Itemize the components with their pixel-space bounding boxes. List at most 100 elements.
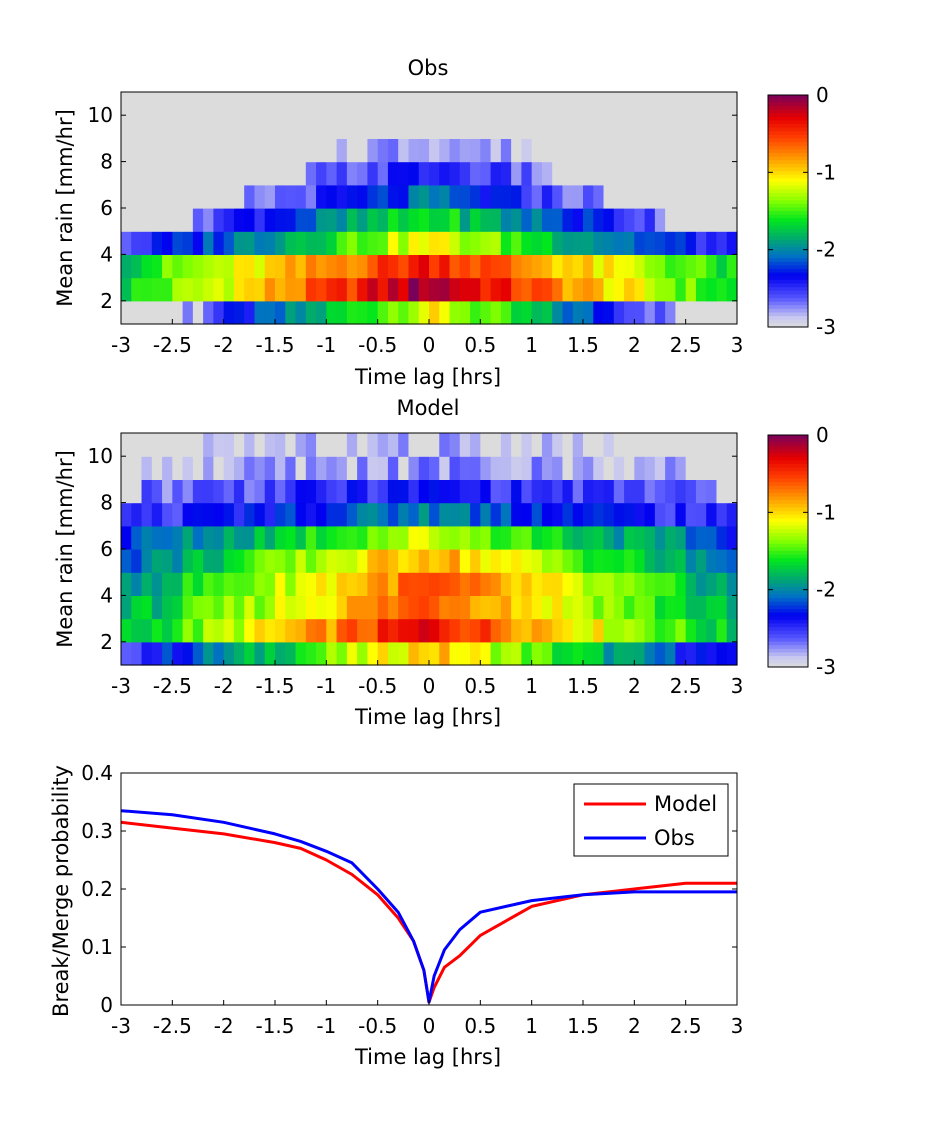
heatmap-cell bbox=[387, 184, 399, 209]
heatmap-cell bbox=[398, 502, 410, 527]
heatmap-cell bbox=[346, 277, 358, 302]
heatmap-cell bbox=[162, 254, 173, 279]
heatmap-cell bbox=[490, 641, 502, 666]
heatmap-cell bbox=[398, 479, 410, 504]
colorbar-segment bbox=[768, 474, 808, 480]
heatmap-cell bbox=[254, 300, 266, 325]
heatmap-cell bbox=[264, 208, 276, 232]
colorbar-segment bbox=[768, 189, 808, 194]
heatmap-cell bbox=[439, 161, 451, 186]
heatmap-cell bbox=[367, 641, 379, 666]
heatmap-cell bbox=[254, 618, 266, 643]
heatmap-cell bbox=[562, 595, 574, 620]
heatmap-cell bbox=[583, 549, 594, 573]
heatmap-cell bbox=[490, 138, 502, 163]
heatmap-cell bbox=[665, 277, 676, 302]
heatmap-cell bbox=[470, 138, 481, 163]
colorbar-segment bbox=[768, 627, 808, 632]
heatmap-cell bbox=[244, 138, 256, 163]
heatmap-cell bbox=[490, 184, 502, 209]
heatmap-cell bbox=[295, 479, 307, 504]
heatmap-cell bbox=[521, 479, 533, 504]
heatmap-cell bbox=[511, 502, 522, 527]
heatmap-cell bbox=[182, 502, 194, 527]
heatmap-cell bbox=[449, 138, 461, 163]
heatmap-cell bbox=[624, 277, 635, 302]
heatmap-cell bbox=[541, 479, 553, 504]
heatmap-cell bbox=[593, 433, 605, 457]
obs-y-axis-label: Mean rain [mm/hr] bbox=[53, 109, 77, 307]
heatmap-cell bbox=[665, 433, 676, 457]
heatmap-cell bbox=[613, 92, 625, 116]
heatmap-cell bbox=[429, 161, 440, 186]
heatmap-cell bbox=[613, 161, 625, 186]
heatmap-cell bbox=[654, 115, 666, 139]
heatmap-cell bbox=[275, 479, 286, 504]
heatmap-cell bbox=[172, 254, 184, 279]
colorbar-segment bbox=[768, 659, 808, 664]
colorbar-segment bbox=[768, 294, 808, 299]
heatmap-cell bbox=[233, 456, 245, 480]
colorbar-segment bbox=[768, 134, 808, 140]
heatmap-cell bbox=[541, 641, 553, 666]
heatmap-cell bbox=[613, 433, 625, 457]
heatmap-cell bbox=[439, 479, 451, 504]
heatmap-cell bbox=[326, 138, 338, 163]
heatmap-cell bbox=[511, 641, 522, 666]
heatmap-cell bbox=[480, 231, 492, 255]
heatmap-cell bbox=[552, 92, 564, 116]
heatmap-cell bbox=[223, 254, 235, 279]
heatmap-cell bbox=[624, 502, 635, 527]
heatmap-cell bbox=[511, 254, 522, 279]
heatmap-cell bbox=[182, 92, 194, 116]
heatmap-cell bbox=[223, 572, 235, 596]
heatmap-cell bbox=[357, 572, 368, 596]
heatmap-cell bbox=[470, 595, 481, 620]
heatmap-cell bbox=[593, 595, 605, 620]
x-tick-label: -1.5 bbox=[255, 1014, 294, 1038]
heatmap-cell bbox=[695, 572, 707, 596]
heatmap-cell bbox=[367, 208, 379, 232]
heatmap-cell bbox=[182, 115, 194, 139]
heatmap-cell bbox=[131, 641, 143, 666]
heatmap-cell bbox=[316, 456, 327, 480]
heatmap-cell bbox=[593, 115, 605, 139]
heatmap-cell bbox=[624, 595, 635, 620]
heatmap-cell bbox=[613, 184, 625, 209]
heatmap-cell bbox=[685, 433, 697, 457]
heatmap-cell bbox=[316, 208, 327, 232]
heatmap-cell bbox=[408, 300, 420, 325]
heatmap-cell bbox=[675, 525, 687, 550]
heatmap-cell bbox=[398, 161, 410, 186]
x-tick-label: 0 bbox=[423, 333, 436, 357]
heatmap-cell bbox=[583, 572, 594, 596]
x-tick-label: 1.5 bbox=[567, 1014, 599, 1038]
heatmap-cell bbox=[418, 572, 430, 596]
colorbar-segment bbox=[768, 645, 808, 650]
heatmap-cell bbox=[275, 184, 286, 209]
heatmap-cell bbox=[552, 115, 564, 139]
heatmap-cell bbox=[233, 641, 245, 666]
heatmap-cell bbox=[603, 572, 615, 596]
heatmap-cell bbox=[583, 184, 594, 209]
heatmap-cell bbox=[264, 479, 276, 504]
heatmap-cell bbox=[131, 300, 143, 325]
heatmap-cell bbox=[706, 433, 718, 457]
heatmap-cell bbox=[521, 92, 533, 116]
heatmap-cell bbox=[295, 456, 307, 480]
heatmap-cell bbox=[613, 254, 625, 279]
y-tick-label: 6 bbox=[100, 196, 113, 220]
heatmap-cell bbox=[603, 525, 615, 550]
heatmap-cell bbox=[295, 184, 307, 209]
heatmap-cell bbox=[603, 92, 615, 116]
heatmap-cell bbox=[634, 92, 646, 116]
heatmap-cell bbox=[377, 208, 389, 232]
heatmap-cell bbox=[316, 433, 327, 457]
heatmap-cell bbox=[613, 115, 625, 139]
heatmap-cell bbox=[716, 208, 728, 232]
heatmap-cell bbox=[316, 231, 327, 255]
heatmap-cell bbox=[316, 254, 327, 279]
heatmap-cell bbox=[387, 231, 399, 255]
heatmap-cell bbox=[305, 208, 317, 232]
heatmap-cell bbox=[665, 595, 676, 620]
